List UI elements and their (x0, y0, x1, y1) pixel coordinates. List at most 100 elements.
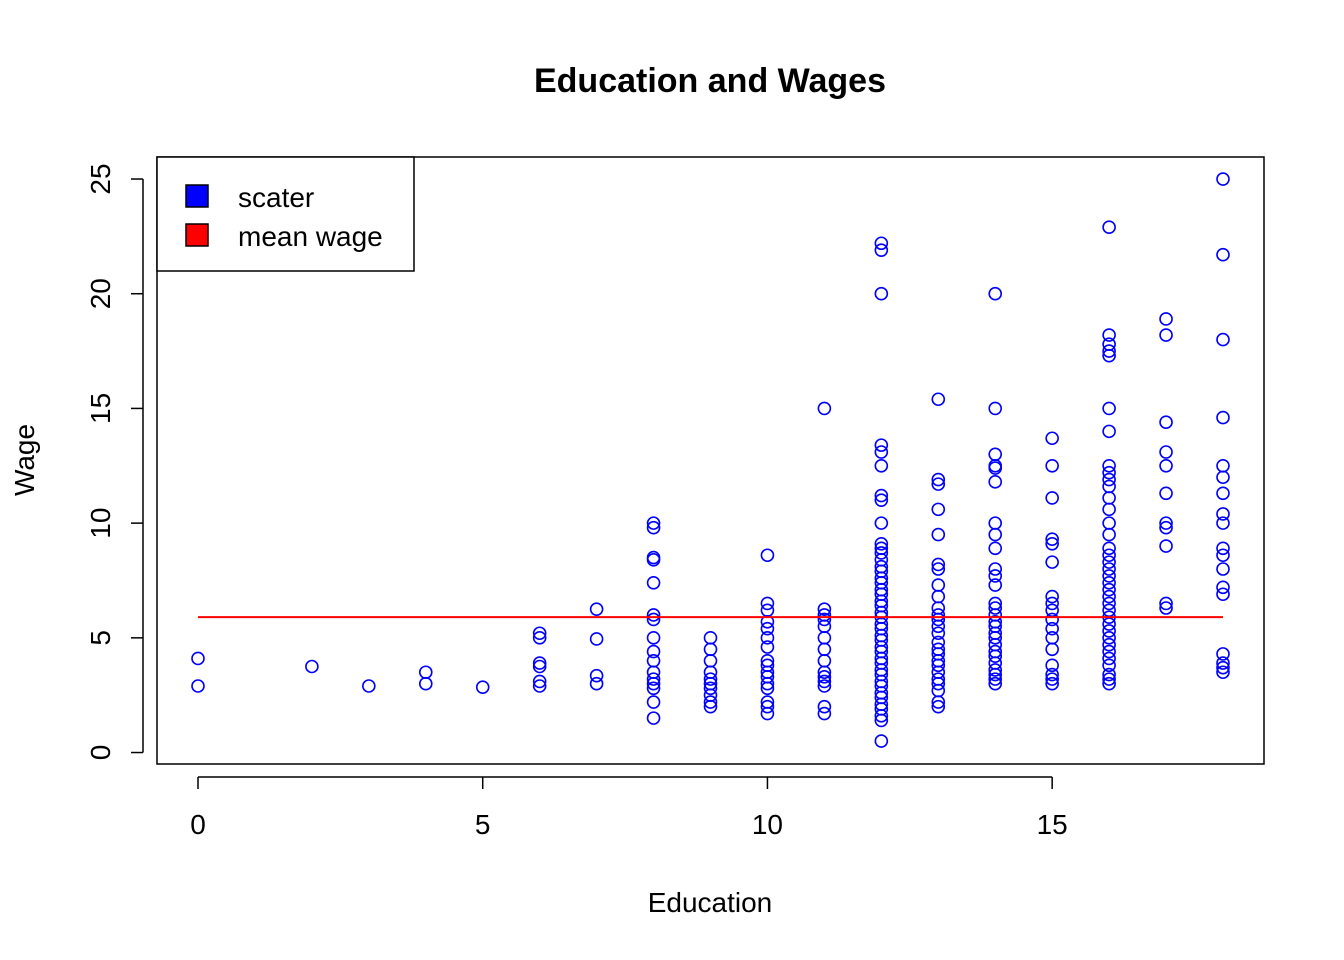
data-point (646, 553, 661, 567)
data-point (988, 578, 1003, 592)
data-point (817, 602, 832, 616)
chart-title: Education and Wages (534, 62, 886, 100)
data-point (191, 651, 205, 666)
data-point (817, 665, 832, 680)
y-tick-label: 25 (85, 163, 116, 194)
data-point (1102, 502, 1116, 517)
data-point (1045, 491, 1059, 505)
data-point (988, 663, 1003, 677)
data-point (817, 679, 832, 693)
data-point (646, 665, 661, 680)
legend-swatch-mean-wage (185, 223, 209, 247)
data-point (874, 493, 889, 507)
y-tick-label: 20 (85, 278, 116, 309)
data-point (760, 603, 775, 618)
y-axis: 0 5 10 15 20 25 (85, 163, 144, 760)
data-point (1102, 603, 1116, 618)
data-point (1045, 676, 1059, 691)
data-point (1045, 431, 1059, 446)
data-point (760, 596, 775, 611)
data-point (988, 286, 1003, 301)
data-point (703, 665, 718, 680)
data-point (760, 640, 775, 654)
data-point (931, 472, 946, 487)
data-point (532, 631, 547, 645)
data-point (646, 608, 661, 622)
data-point (1159, 312, 1173, 326)
data-point (1102, 401, 1116, 416)
data-point (1045, 589, 1059, 604)
data-point (646, 644, 661, 659)
data-point (1102, 658, 1116, 673)
x-tick-label: 0 (190, 809, 206, 840)
x-tick-label: 5 (475, 809, 491, 840)
data-point (1102, 667, 1116, 682)
data-point (817, 612, 832, 627)
data-point (305, 659, 319, 674)
data-point (931, 477, 946, 491)
data-point (1102, 562, 1116, 576)
data-point (1102, 337, 1116, 351)
data-point (931, 612, 946, 627)
data-point (1159, 516, 1173, 530)
data-point (931, 562, 946, 576)
data-point (1159, 596, 1173, 611)
data-point (532, 674, 547, 689)
data-point (1045, 658, 1059, 673)
data-point (760, 614, 775, 629)
data-point (646, 711, 661, 725)
x-axis: 0 5 10 15 (190, 776, 1068, 840)
data-point (931, 578, 946, 592)
data-point (988, 475, 1003, 489)
data-point (988, 608, 1003, 622)
data-point (988, 649, 1003, 663)
data-point (646, 516, 661, 530)
data-point (817, 619, 832, 634)
data-point (646, 612, 661, 627)
data-point (1102, 479, 1116, 494)
data-point (1102, 328, 1116, 342)
data-point (874, 236, 889, 251)
data-point (988, 631, 1003, 645)
data-point (1102, 582, 1116, 597)
data-point (931, 683, 946, 698)
data-point (1102, 569, 1116, 583)
data-point (874, 243, 889, 257)
legend-box (156, 156, 415, 272)
data-point (1102, 465, 1116, 480)
data-point (703, 642, 718, 657)
data-point (1045, 612, 1059, 627)
data-point (1216, 410, 1230, 425)
data-point (1102, 672, 1116, 686)
data-point (532, 659, 547, 674)
data-point (703, 653, 718, 668)
data-point (817, 631, 832, 645)
data-point (988, 562, 1003, 576)
data-point (874, 546, 889, 560)
data-point (646, 676, 661, 691)
x-tick-label: 10 (752, 809, 783, 840)
data-point (1216, 580, 1230, 595)
data-point (1102, 424, 1116, 439)
data-point (1102, 348, 1116, 363)
data-point (1159, 486, 1173, 501)
data-point (1159, 601, 1173, 615)
data-point (988, 541, 1003, 556)
data-point (760, 676, 775, 691)
legend-label-mean-wage: mean wage (238, 221, 383, 252)
data-point (931, 665, 946, 680)
data-point (760, 699, 775, 714)
data-point (874, 488, 889, 503)
data-point (874, 438, 889, 452)
data-point (874, 286, 889, 301)
data-point (874, 713, 889, 728)
data-point (988, 637, 1003, 652)
data-point (988, 569, 1003, 583)
y-tick-label: 10 (85, 508, 116, 539)
data-point (760, 548, 775, 563)
data-point (646, 631, 661, 645)
data-point (1045, 621, 1059, 636)
data-point (1045, 596, 1059, 611)
data-point (1159, 520, 1173, 535)
data-point (1216, 548, 1230, 563)
